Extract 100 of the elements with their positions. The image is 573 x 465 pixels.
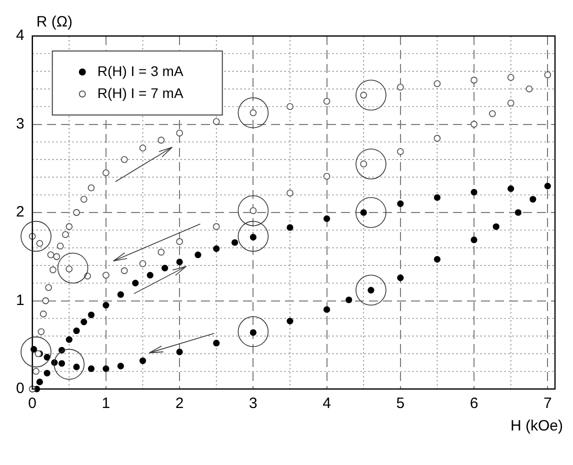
point bbox=[250, 329, 256, 336]
point bbox=[73, 327, 80, 334]
y-tick-label: 4 bbox=[16, 27, 24, 44]
point bbox=[120, 156, 128, 163]
point bbox=[176, 238, 184, 246]
point bbox=[102, 365, 110, 372]
point bbox=[286, 224, 294, 231]
point bbox=[40, 310, 47, 318]
point bbox=[231, 239, 238, 246]
point bbox=[66, 266, 73, 272]
point bbox=[158, 136, 165, 144]
x-tick-label: 5 bbox=[396, 395, 405, 412]
point bbox=[488, 110, 496, 118]
point bbox=[434, 80, 441, 88]
x-tick-label: 6 bbox=[470, 395, 478, 412]
point bbox=[323, 98, 330, 105]
point bbox=[286, 318, 294, 324]
point bbox=[158, 248, 165, 256]
point bbox=[32, 368, 40, 375]
point bbox=[213, 340, 220, 346]
point bbox=[36, 240, 44, 247]
y-tick-label: 0 bbox=[16, 380, 24, 398]
point bbox=[507, 100, 514, 107]
point bbox=[346, 296, 352, 304]
point bbox=[42, 297, 50, 304]
point bbox=[508, 185, 514, 192]
y-tick-label: 3 bbox=[16, 115, 24, 132]
x-axis-title: H (kOe) bbox=[510, 418, 564, 435]
point bbox=[286, 103, 294, 110]
point bbox=[139, 260, 146, 268]
point bbox=[212, 118, 220, 126]
point bbox=[396, 84, 404, 91]
point bbox=[176, 258, 183, 266]
point bbox=[397, 200, 404, 207]
point bbox=[102, 272, 110, 279]
point bbox=[492, 223, 500, 230]
y-tick-label: 2 bbox=[16, 204, 24, 221]
point bbox=[36, 378, 44, 386]
y-tick-label: 1 bbox=[16, 292, 24, 309]
point bbox=[139, 357, 146, 364]
point bbox=[102, 169, 110, 176]
point bbox=[162, 264, 168, 272]
point bbox=[176, 130, 184, 137]
x-tick-label: 4 bbox=[322, 395, 331, 412]
point bbox=[146, 272, 154, 278]
point bbox=[396, 148, 404, 156]
point bbox=[80, 318, 88, 326]
point bbox=[58, 360, 66, 367]
point bbox=[62, 231, 69, 238]
point bbox=[73, 209, 80, 216]
point bbox=[120, 267, 128, 274]
point bbox=[324, 306, 330, 313]
point bbox=[434, 194, 441, 201]
legend-label: R(H) I = 7 mA bbox=[97, 84, 184, 101]
legend-label: R(H) I = 3 mA bbox=[97, 62, 184, 79]
point bbox=[66, 336, 72, 343]
point bbox=[88, 365, 95, 372]
x-tick-label: 1 bbox=[102, 395, 110, 412]
point bbox=[526, 86, 533, 92]
point bbox=[102, 302, 110, 308]
point bbox=[360, 92, 368, 99]
point bbox=[514, 209, 522, 216]
point bbox=[47, 251, 54, 258]
point bbox=[80, 196, 88, 203]
point bbox=[286, 190, 294, 197]
point bbox=[470, 120, 478, 128]
point bbox=[360, 160, 368, 168]
point bbox=[544, 182, 551, 190]
point bbox=[470, 188, 478, 196]
point bbox=[73, 364, 80, 370]
point bbox=[324, 215, 330, 222]
x-tick-label: 3 bbox=[249, 395, 258, 412]
point bbox=[56, 242, 64, 250]
point bbox=[53, 253, 60, 260]
point bbox=[44, 354, 50, 361]
point bbox=[139, 144, 146, 152]
point bbox=[530, 196, 536, 203]
point bbox=[213, 245, 220, 252]
point bbox=[88, 184, 95, 192]
point bbox=[38, 328, 45, 336]
point bbox=[507, 74, 514, 81]
point bbox=[250, 234, 256, 241]
point bbox=[323, 172, 330, 180]
y-axis-title: R (Ω) bbox=[36, 14, 73, 31]
point bbox=[397, 274, 404, 282]
point bbox=[117, 291, 124, 298]
point bbox=[117, 362, 124, 370]
point bbox=[44, 370, 50, 376]
point bbox=[88, 312, 95, 318]
x-tick-label: 7 bbox=[543, 395, 552, 412]
point bbox=[212, 223, 220, 230]
point bbox=[544, 71, 552, 78]
point bbox=[434, 256, 441, 263]
point bbox=[470, 236, 478, 244]
point bbox=[132, 280, 139, 286]
point bbox=[470, 76, 478, 84]
point bbox=[194, 252, 202, 258]
point bbox=[434, 134, 441, 142]
x-tick-label: 2 bbox=[175, 395, 184, 412]
point bbox=[66, 223, 73, 230]
